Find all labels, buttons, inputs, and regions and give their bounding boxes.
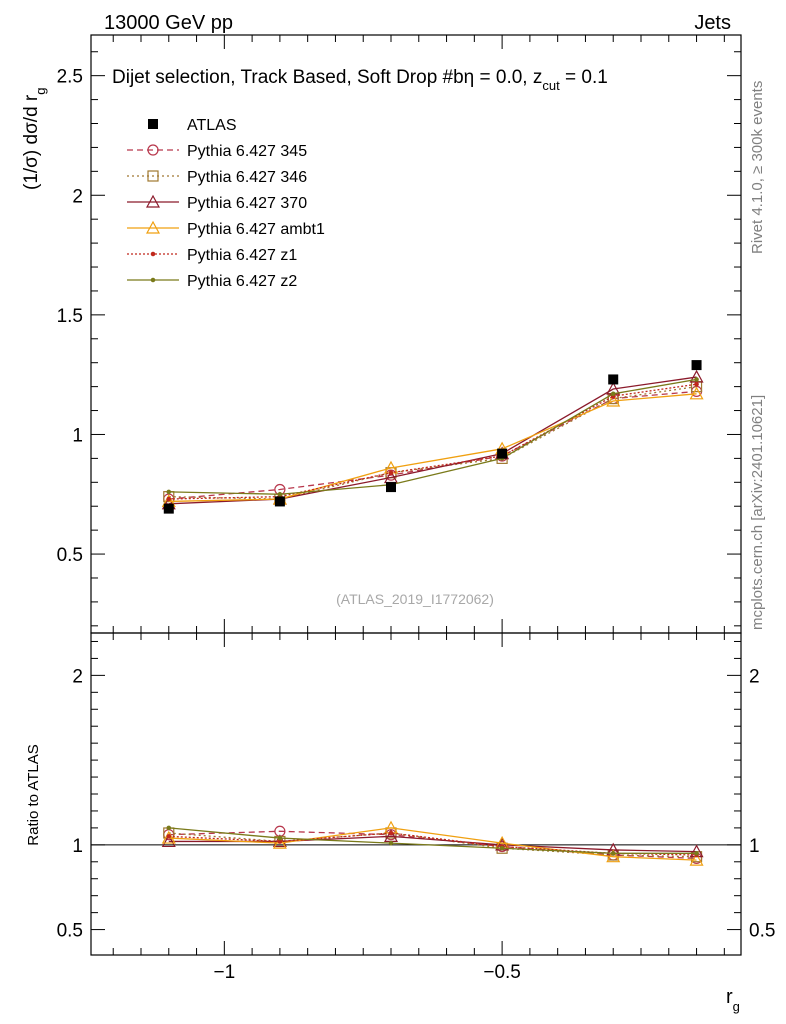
main-axes: 0.5 1 1.5 2 2.5 [57, 51, 741, 627]
data-point [497, 448, 508, 459]
x-tick-label: −1 [213, 962, 235, 983]
rivet-version-label: Rivet 4.1.0, ≥ 300k events [749, 81, 766, 254]
ratio-series-point [272, 835, 287, 849]
ratio-series-line [168, 835, 697, 853]
header-right: Jets [694, 12, 731, 34]
ratio-series-point [388, 830, 394, 836]
mcplots-label: mcplots.cern.ch [arXiv:2401.10621] [749, 395, 766, 630]
data-point [274, 496, 285, 507]
ratio-series-point [166, 834, 172, 839]
series-line [168, 378, 697, 495]
series-point [166, 496, 172, 502]
ratio-series-layer [161, 820, 704, 866]
y-tick-label: 2 [72, 186, 83, 207]
ratio-series-point [610, 851, 616, 856]
ratio-tick-label-right: 0.5 [749, 921, 775, 942]
analysis-watermark: (ATLAS_2019_I1772062) [336, 591, 494, 607]
series-point [606, 393, 621, 407]
series-point [277, 491, 283, 497]
series-point [694, 381, 699, 387]
ratio-axes: 0.5 0.5 1 1 2 2 [57, 35, 775, 955]
data-point [608, 374, 619, 385]
legend-marker [147, 144, 159, 156]
legend-marker [150, 251, 156, 257]
data-point [163, 503, 174, 514]
legend-marker-atlas [148, 119, 158, 129]
x-axis-label: rg [726, 986, 740, 1014]
ratio-series-point [694, 851, 699, 856]
series-point [388, 470, 394, 476]
ratio-series-line [168, 832, 697, 856]
ratio-series-point [499, 845, 505, 851]
legend-marker [145, 220, 161, 234]
ratio-series-point [161, 834, 176, 848]
ratio-tick-label-left: 2 [72, 666, 83, 687]
chart-title: Dijet selection, Track Based, Soft Drop … [112, 67, 608, 93]
series-point [610, 391, 616, 397]
series-point [689, 386, 704, 400]
data-point [691, 360, 702, 371]
ratio-series-point [388, 840, 394, 846]
ratio-tick-label-right: 2 [749, 666, 760, 687]
ratio-tick-label-left: 1 [72, 836, 83, 857]
series-line [168, 383, 697, 500]
header-left: 13000 GeV pp [104, 12, 233, 34]
y-axis-label-main: (1/σ) dσ/d rg [21, 88, 48, 191]
legend-label: Pythia 6.427 ambt1 [187, 221, 325, 238]
y-axis-label-ratio: Ratio to ATLAS [25, 744, 42, 845]
legend-label: Pythia 6.427 z2 [187, 273, 297, 290]
legend-marker [145, 194, 161, 208]
series-line [168, 393, 697, 503]
ratio-series-line [168, 830, 697, 860]
y-tick-label: 2.5 [57, 67, 83, 88]
y-tick-label: 1 [72, 425, 83, 446]
ratio-series-point [277, 835, 283, 841]
legend-label-atlas: ATLAS [187, 117, 237, 134]
ratio-series-line [168, 827, 697, 861]
ratio-series-point [606, 849, 621, 863]
ratio-panel-frame [90, 632, 742, 956]
main-series-layer [161, 360, 704, 514]
ratio-series-line [168, 832, 697, 858]
legend-marker [150, 277, 156, 283]
y-tick-label: 0.5 [57, 545, 83, 566]
legend-label: Pythia 6.427 z1 [187, 247, 297, 264]
data-point [386, 482, 396, 493]
legend-marker [147, 170, 159, 182]
legend: ATLAS Pythia 6.427 345 Pythia 6.427 346 Pyt… [127, 117, 325, 290]
ratio-series-point [166, 825, 172, 831]
series-point [694, 377, 699, 382]
series-line [168, 390, 697, 500]
ratio-tick-label-left: 0.5 [57, 921, 83, 942]
x-tick-label: −0.5 [483, 962, 521, 983]
ratio-series-line [168, 827, 697, 854]
x-tick-labels: −1 −0.5 [213, 962, 520, 983]
legend-label: Pythia 6.427 345 [187, 143, 307, 160]
ratio-tick-label-right: 1 [749, 836, 760, 857]
legend-label: Pythia 6.427 370 [187, 195, 307, 212]
legend-label: Pythia 6.427 346 [187, 169, 307, 186]
ratio-series-point [161, 830, 176, 844]
ratio-series-point [689, 852, 704, 866]
y-tick-label: 1.5 [57, 306, 83, 327]
series-point [166, 489, 172, 495]
